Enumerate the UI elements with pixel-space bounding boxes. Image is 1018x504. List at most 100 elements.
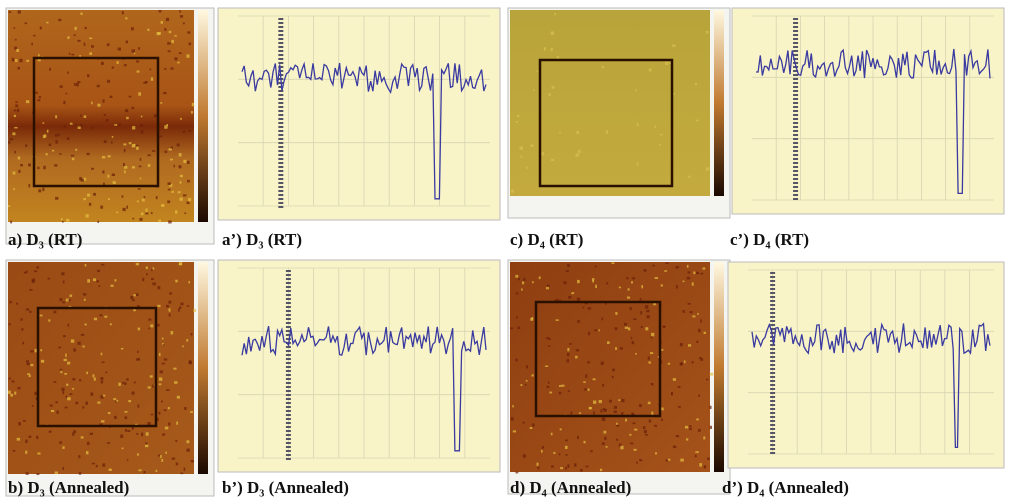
afm-grain [125,17,128,20]
afm-grain [151,269,153,271]
afm-grain [579,468,583,472]
afm-grain [86,371,89,375]
afm-grain [592,378,596,381]
afm-grain [64,406,68,409]
afm-grain [8,323,11,326]
afm-grain [40,359,45,363]
afm-grain [168,148,172,151]
afm-grain [521,288,523,291]
afm-grain [121,195,124,198]
afm-grain [25,144,28,147]
afm-grain [132,126,136,130]
afm-grain [590,450,593,453]
afm-grain [62,391,65,395]
afm-grain [120,434,124,438]
afm-grain [133,52,136,55]
afm-grain [77,341,81,345]
afm-grain [660,284,663,287]
afm-grain [82,406,85,409]
afm-grain [83,115,87,118]
afm-grain [136,146,139,150]
afm-grain [25,270,28,274]
afm-grain [641,285,644,289]
afm-grain [536,462,539,466]
afm-grain [75,82,79,87]
afm-grain [111,66,114,69]
afm-grain [180,302,184,306]
afm-grain [182,194,187,197]
afm-grain [140,130,144,134]
afm-grain [141,198,145,202]
afm-grain [153,114,158,118]
afm-grain [131,427,134,430]
afm-grain [655,302,658,305]
afm-grain [63,358,67,362]
afm-grain [124,170,126,174]
afm-grain [594,329,598,332]
afm-grain [14,46,18,50]
afm-grain [689,428,692,431]
afm-grain [556,55,560,59]
afm-grain [556,298,559,302]
afm-grain [56,410,59,414]
afm-grain [652,264,655,267]
afm-grain [30,350,34,353]
afm-grain [616,438,619,441]
afm-grain [595,284,597,289]
afm-grain [171,190,174,194]
afm-grain [46,21,49,24]
afm-grain [151,150,156,152]
afm-grain [17,386,21,390]
afm-grain [123,64,127,67]
afm-grain [706,378,709,381]
afm-grain [93,192,96,196]
afm-grain [125,40,129,44]
afm-grain [100,352,103,356]
afm-grain [575,153,579,157]
afm-grain [128,95,132,98]
afm-grain [14,38,17,41]
afm-grain [15,104,19,108]
afm-grain [598,329,601,332]
scan-square [534,300,662,418]
afm-grain [183,467,186,471]
afm-grain [626,296,631,299]
afm-grain [61,272,65,276]
afm-grain [101,263,105,266]
profile-line [756,48,991,195]
afm-grain [176,143,180,147]
afm-grain [72,432,75,436]
afm-grain [138,469,142,472]
afm-grain [695,271,699,275]
afm-grain [80,178,84,182]
afm-grain [630,336,633,340]
afm-grain [158,411,161,415]
afm-grain [614,327,618,331]
afm-grain [18,422,21,426]
afm-grain [524,384,527,386]
afm-grain [164,125,168,129]
afm-grain [184,212,187,215]
afm-grain [27,373,30,375]
afm-grain [659,143,662,146]
afm-grain [640,459,643,462]
afm-grain [709,372,714,376]
afm-grain [148,318,152,321]
afm-grain [687,302,691,305]
afm-grain [190,411,193,413]
afm-grain [75,148,78,151]
afm-grain [131,27,134,31]
afm-grain [87,279,90,283]
afm-grain [23,271,26,274]
afm-grain [104,315,108,318]
afm-grain [170,331,174,335]
afm-grain [105,371,108,374]
afm-grain [601,317,604,321]
afm-grain [13,188,15,191]
afm-grain [577,279,580,284]
afm-grain [28,374,31,378]
afm-grain [136,70,140,73]
afm-grain [578,412,582,414]
afm-grain [36,473,40,476]
afm-grain [33,270,38,273]
